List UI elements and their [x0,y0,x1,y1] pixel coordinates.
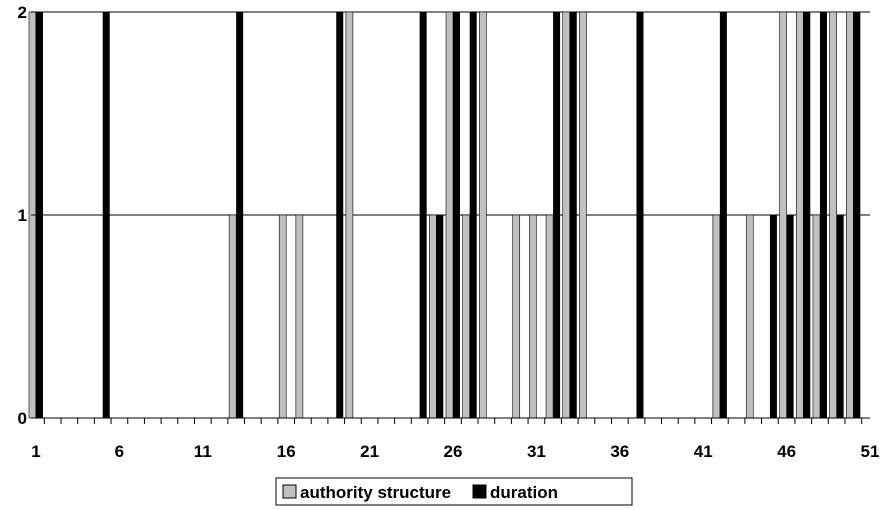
x-tick-label-41: 41 [694,442,713,461]
bar-authority-structure-26 [445,11,454,419]
bar-duration-24 [419,12,427,418]
bar-authority-structure-46 [779,11,787,419]
bar-duration-48 [819,12,827,418]
bar-duration-42 [719,12,727,418]
bar-duration-1 [36,12,44,418]
x-tick-label-46: 46 [777,442,796,461]
bar-authority-structure-28 [479,11,487,419]
bar-duration-46 [786,215,794,418]
bar-duration-26 [453,12,461,418]
legend-label-duration: duration [490,483,558,502]
bar-duration-49 [836,215,844,418]
bar-authority-structure-30 [512,214,521,419]
bar-authority-structure-31 [529,214,537,419]
bar-authority-structure-13 [228,214,237,419]
bar-authority-structure-48 [812,214,821,419]
x-tick-label-26: 26 [444,442,463,461]
bar-duration-37 [636,12,644,418]
bar-authority-structure-16 [278,214,287,419]
y-tick-label-0: 0 [18,409,27,428]
bar-authority-structure-20 [345,11,354,419]
bar-duration-45 [769,215,777,418]
bar-duration-5 [102,12,110,418]
bar-authority-structure-27 [462,214,470,419]
legend-box [275,477,633,506]
x-tick-label-6: 6 [115,442,124,461]
bar-authority-structure-49 [829,11,837,419]
bar-authority-structure-33 [562,11,571,419]
y-tick-label-2: 2 [18,3,27,22]
bar-duration-27 [469,12,477,418]
legend-swatch-authority-structure [282,484,297,499]
bar-authority-structure-25 [429,214,437,419]
bar-duration-25 [436,215,444,418]
legend-swatch-duration [472,484,487,499]
bar-duration-47 [803,12,811,418]
bar-duration-50 [853,12,861,418]
x-tick-label-1: 1 [31,442,40,461]
x-tick-label-31: 31 [527,442,546,461]
bar-duration-19 [336,12,344,418]
x-tick-label-21: 21 [360,442,379,461]
x-tick-label-11: 11 [194,442,212,461]
bar-authority-structure-44 [745,214,754,419]
y-tick-label-1: 1 [18,206,27,225]
x-tick-label-16: 16 [277,442,296,461]
bar-authority-structure-17 [295,214,304,419]
x-tick-label-36: 36 [610,442,629,461]
bar-authority-structure-32 [545,214,554,419]
bar-duration-32 [553,12,561,418]
bar-duration-13 [236,12,244,418]
legend: authority structure duration [275,477,633,506]
legend-label-authority-structure: authority structure [300,483,451,502]
bar-duration-33 [569,12,577,418]
x-tick-label-51: 51 [861,442,880,461]
bar-authority-structure-42 [712,214,721,419]
bar-authority-structure-47 [795,11,804,419]
bar-authority-structure-50 [846,11,854,419]
bar-authority-structure-34 [579,11,587,419]
